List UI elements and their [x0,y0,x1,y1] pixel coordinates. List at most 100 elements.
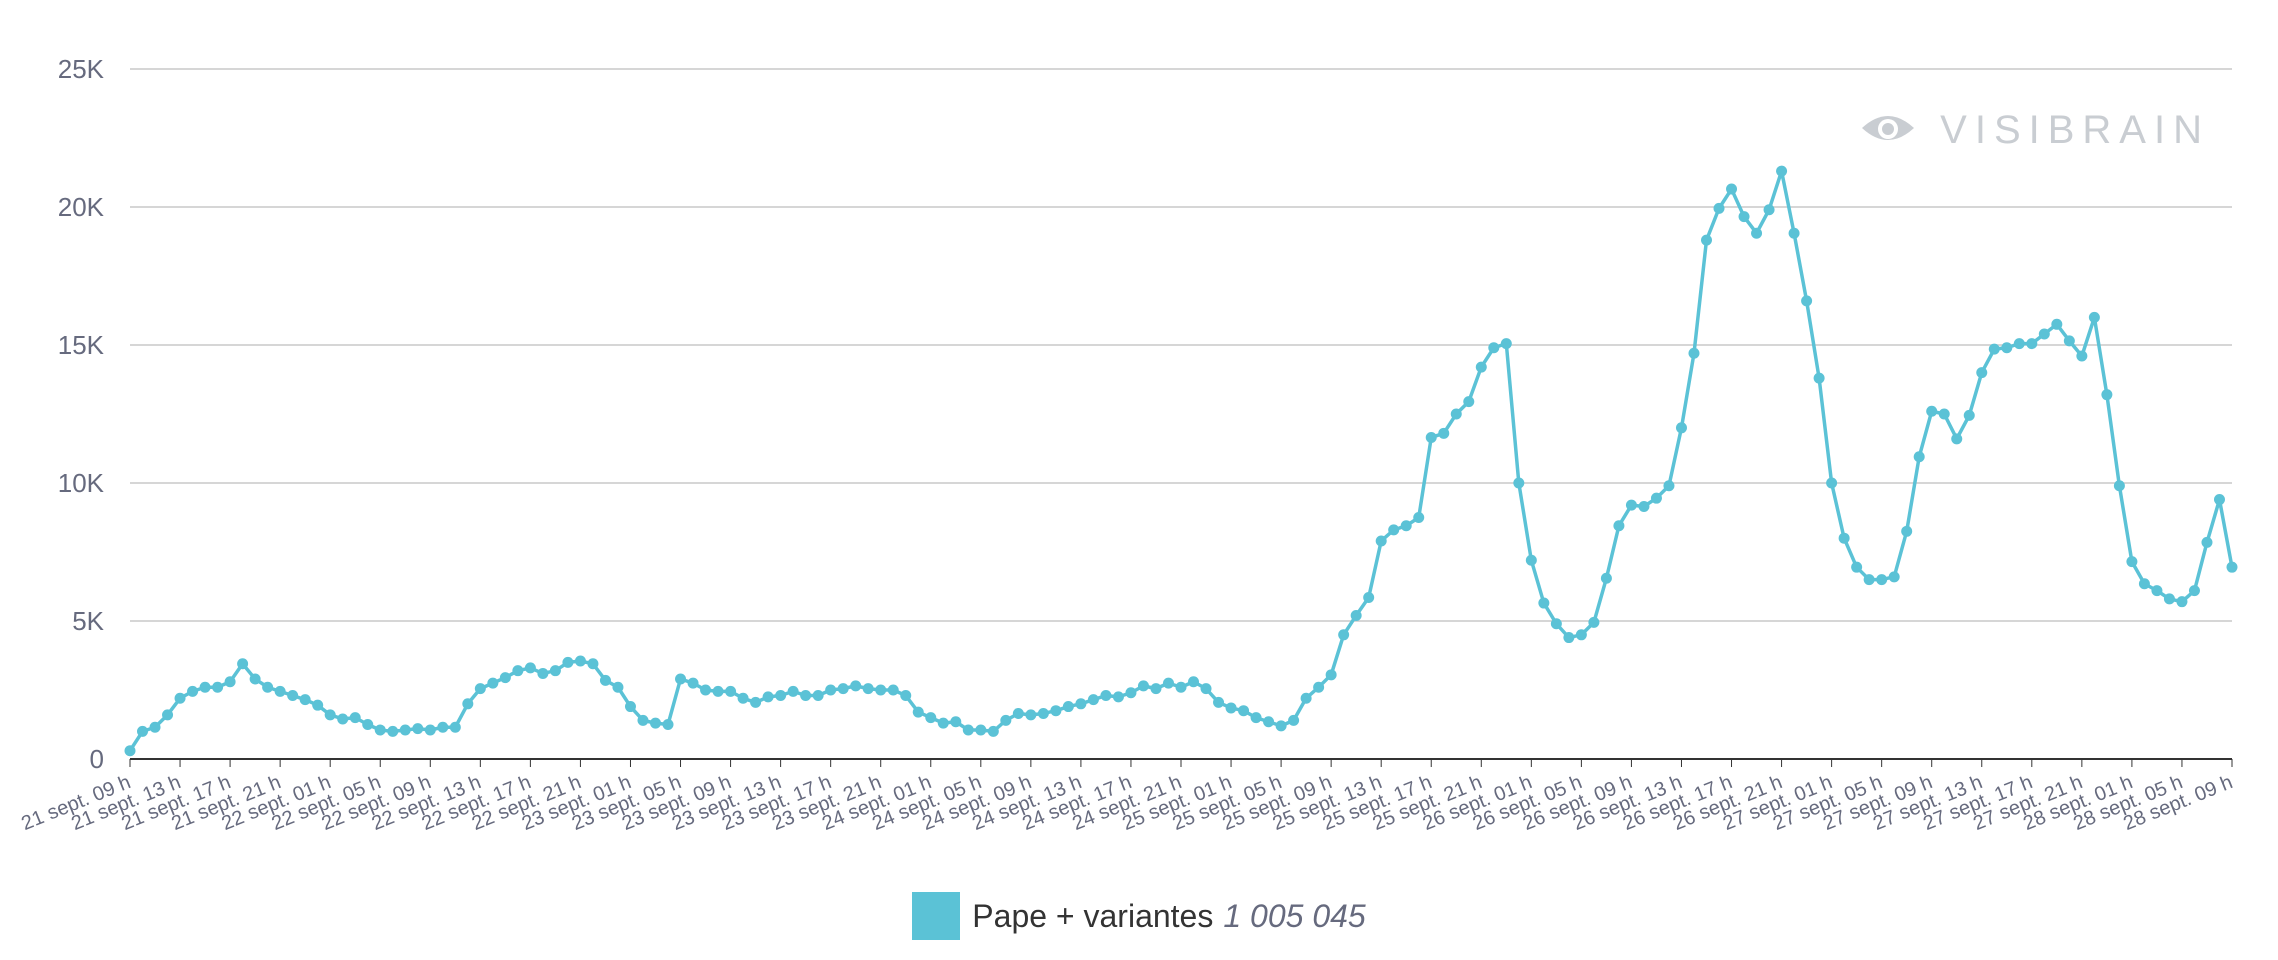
data-point[interactable] [1988,343,2000,355]
data-point[interactable] [2188,585,2200,597]
data-point[interactable] [1087,694,1099,706]
data-point[interactable] [1976,367,1988,379]
data-point[interactable] [1438,427,1450,439]
data-point[interactable] [537,667,549,679]
data-point[interactable] [1350,609,1362,621]
data-point[interactable] [124,745,136,757]
data-point[interactable] [1926,405,1938,417]
data-point[interactable] [187,685,199,697]
data-point[interactable] [725,685,737,697]
data-point[interactable] [1213,696,1225,708]
data-point[interactable] [2213,494,2225,506]
data-point[interactable] [1012,707,1024,719]
data-point[interactable] [1112,691,1124,703]
data-point[interactable] [850,680,862,692]
data-point[interactable] [1100,690,1112,702]
data-point[interactable] [149,721,161,733]
data-point[interactable] [399,724,411,736]
data-point[interactable] [1763,204,1775,216]
data-point[interactable] [1813,372,1825,384]
data-point[interactable] [2151,585,2163,597]
data-point[interactable] [137,725,149,737]
data-point[interactable] [349,712,361,724]
data-point[interactable] [1338,629,1350,641]
data-point[interactable] [2176,596,2188,608]
data-point[interactable] [287,690,299,702]
data-point[interactable] [1075,698,1087,710]
data-point[interactable] [1776,165,1788,177]
data-point[interactable] [975,724,987,736]
data-point[interactable] [2038,328,2050,340]
data-point[interactable] [1250,712,1262,724]
data-point[interactable] [2226,561,2238,573]
data-point[interactable] [574,655,586,667]
data-point[interactable] [524,662,536,674]
data-point[interactable] [487,677,499,689]
data-point[interactable] [750,696,762,708]
data-point[interactable] [274,685,286,697]
data-point[interactable] [512,665,524,677]
data-point[interactable] [262,681,274,693]
data-point[interactable] [1488,342,1500,354]
data-point[interactable] [887,684,899,696]
data-point[interactable] [950,716,962,728]
data-point[interactable] [162,709,174,721]
data-point[interactable] [449,721,461,733]
data-point[interactable] [337,713,349,725]
data-point[interactable] [1400,520,1412,532]
data-point[interactable] [362,719,374,730]
data-point[interactable] [562,656,574,668]
legend-series-name[interactable]: Pape + variantes [972,897,1214,934]
data-point[interactable] [1300,692,1312,704]
data-point[interactable] [1150,683,1162,695]
data-point[interactable] [1550,618,1562,630]
data-point[interactable] [174,692,186,704]
data-point[interactable] [1838,532,1850,544]
data-point[interactable] [1738,211,1750,223]
data-point[interactable] [912,706,924,718]
data-point[interactable] [1613,520,1625,532]
data-point[interactable] [925,712,937,724]
data-point[interactable] [2051,318,2063,330]
data-point[interactable] [424,724,436,736]
data-point[interactable] [1137,680,1149,692]
legend-swatch[interactable] [912,892,961,940]
data-point[interactable] [1600,572,1612,584]
data-point[interactable] [2013,338,2025,350]
data-point[interactable] [1650,492,1662,504]
data-point[interactable] [2101,389,2113,401]
data-point[interactable] [212,681,224,693]
data-point[interactable] [1701,234,1712,246]
data-point[interactable] [1475,361,1487,373]
data-point[interactable] [2026,338,2038,350]
data-point[interactable] [1751,227,1763,239]
data-point[interactable] [1938,408,1950,420]
data-point[interactable] [2001,342,2013,354]
data-point[interactable] [224,676,236,688]
data-point[interactable] [862,683,874,695]
data-point[interactable] [1425,431,1437,443]
data-point[interactable] [825,684,837,696]
data-point[interactable] [1388,524,1400,536]
data-point[interactable] [2126,556,2138,568]
data-point[interactable] [812,690,824,702]
data-point[interactable] [324,709,336,721]
data-point[interactable] [900,690,912,702]
data-point[interactable] [787,685,799,697]
data-point[interactable] [412,723,424,735]
data-point[interactable] [2113,480,2125,492]
data-point[interactable] [1000,714,1012,726]
data-point[interactable] [1951,433,1963,445]
data-point[interactable] [875,684,887,696]
data-point[interactable] [2088,311,2100,323]
data-point[interactable] [1675,422,1687,434]
data-point[interactable] [1162,677,1174,689]
data-point[interactable] [312,699,324,711]
data-point[interactable] [1538,597,1550,609]
data-point[interactable] [1525,554,1537,566]
data-point[interactable] [687,677,699,689]
data-point[interactable] [612,681,624,693]
data-point[interactable] [712,685,724,697]
data-point[interactable] [2063,335,2075,347]
data-point[interactable] [1025,709,1037,721]
